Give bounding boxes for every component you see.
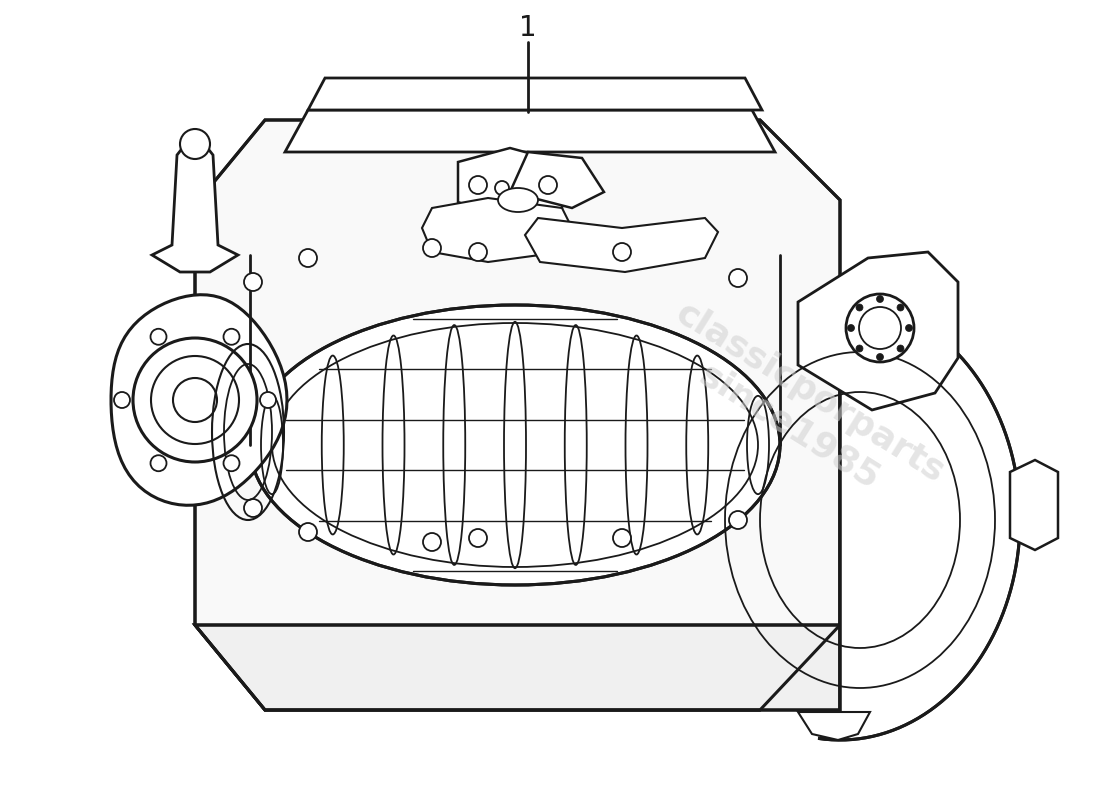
Polygon shape bbox=[510, 152, 604, 208]
Circle shape bbox=[114, 392, 130, 408]
Circle shape bbox=[877, 354, 883, 361]
Text: classicporparts
since1985: classicporparts since1985 bbox=[649, 297, 952, 523]
Circle shape bbox=[469, 529, 487, 547]
Polygon shape bbox=[1010, 460, 1058, 550]
Circle shape bbox=[495, 181, 509, 195]
Circle shape bbox=[151, 455, 166, 471]
Polygon shape bbox=[285, 110, 776, 152]
Polygon shape bbox=[798, 252, 958, 410]
Circle shape bbox=[260, 392, 276, 408]
Circle shape bbox=[856, 345, 864, 352]
Circle shape bbox=[856, 304, 864, 311]
Circle shape bbox=[244, 499, 262, 517]
Circle shape bbox=[244, 273, 262, 291]
Polygon shape bbox=[195, 625, 840, 710]
Circle shape bbox=[151, 329, 166, 345]
Circle shape bbox=[896, 345, 904, 352]
Circle shape bbox=[729, 269, 747, 287]
Polygon shape bbox=[525, 218, 718, 272]
Circle shape bbox=[223, 329, 240, 345]
Text: 1: 1 bbox=[519, 14, 537, 42]
Polygon shape bbox=[818, 300, 1020, 740]
Circle shape bbox=[847, 325, 855, 331]
Polygon shape bbox=[308, 78, 762, 110]
Polygon shape bbox=[422, 198, 572, 262]
Polygon shape bbox=[798, 712, 870, 740]
Ellipse shape bbox=[498, 188, 538, 212]
Circle shape bbox=[133, 338, 257, 462]
Circle shape bbox=[729, 511, 747, 529]
Polygon shape bbox=[111, 294, 287, 506]
Circle shape bbox=[180, 129, 210, 159]
Circle shape bbox=[223, 455, 240, 471]
Circle shape bbox=[613, 529, 631, 547]
Circle shape bbox=[613, 243, 631, 261]
Circle shape bbox=[539, 176, 557, 194]
Polygon shape bbox=[458, 148, 562, 222]
Circle shape bbox=[424, 533, 441, 551]
Circle shape bbox=[299, 249, 317, 267]
Circle shape bbox=[896, 304, 904, 311]
Polygon shape bbox=[195, 120, 840, 710]
Circle shape bbox=[469, 243, 487, 261]
Circle shape bbox=[877, 295, 883, 302]
Circle shape bbox=[846, 294, 914, 362]
Circle shape bbox=[905, 325, 913, 331]
Ellipse shape bbox=[250, 305, 780, 585]
Circle shape bbox=[424, 239, 441, 257]
Polygon shape bbox=[152, 132, 238, 272]
Circle shape bbox=[469, 176, 487, 194]
Circle shape bbox=[299, 523, 317, 541]
